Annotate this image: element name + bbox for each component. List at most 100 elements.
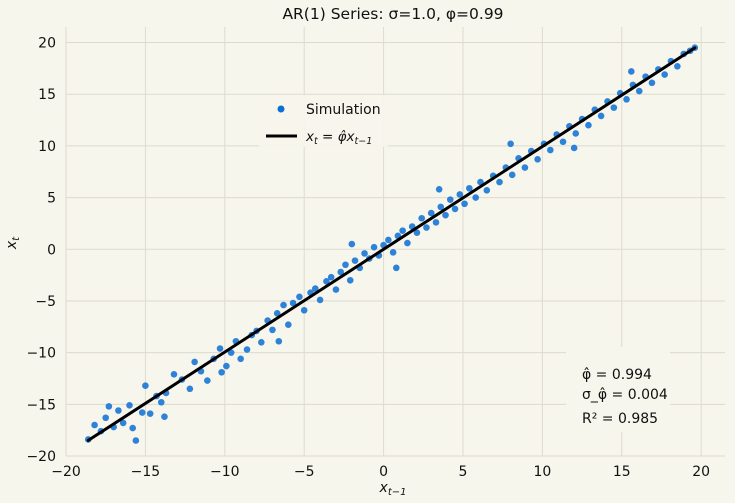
scatter-point xyxy=(496,178,503,186)
scatter-point xyxy=(237,355,244,363)
scatter-point xyxy=(585,121,592,129)
scatter-point xyxy=(399,227,406,234)
scatter-point xyxy=(466,184,473,192)
scatter-point xyxy=(157,398,165,406)
scatter-point xyxy=(204,377,211,384)
y-tick-label: 0 xyxy=(47,242,56,258)
scatter-point xyxy=(342,261,349,269)
scatter-point xyxy=(385,236,392,244)
y-tick-labels: −20 −15 −10 −5 0 5 10 15 20 xyxy=(26,36,56,465)
scatter-point xyxy=(413,229,421,237)
y-tick-label: 10 xyxy=(38,139,56,155)
y-tick-label: 20 xyxy=(38,36,56,52)
y-tick-label: −5 xyxy=(35,294,56,310)
scatter-point xyxy=(597,112,605,120)
scatter-point xyxy=(269,326,276,334)
x-tick-label: 15 xyxy=(613,464,631,480)
scatter-point xyxy=(227,349,235,356)
scatter-point xyxy=(446,196,454,203)
scatter-point xyxy=(404,239,411,247)
scatter-point xyxy=(258,338,265,346)
legend-marker-simulation xyxy=(277,105,285,113)
scatter-point xyxy=(547,146,554,154)
scatter-point xyxy=(477,178,484,186)
x-tick-label: −15 xyxy=(131,464,161,480)
scatter-point xyxy=(483,187,491,194)
sigma-phi-label: σ_φ̂ = 0.004 xyxy=(582,387,668,403)
scatter-point xyxy=(337,268,345,276)
x-tick-label: −20 xyxy=(51,464,81,480)
scatter-point xyxy=(218,368,225,376)
scatter-point xyxy=(361,250,368,257)
x-tick-label: −10 xyxy=(210,464,240,480)
scatter-point xyxy=(275,337,283,345)
x-tick-label: 5 xyxy=(459,464,468,480)
scatter-point xyxy=(146,410,154,417)
scatter-point xyxy=(223,362,230,370)
scatter-point xyxy=(138,409,146,416)
scatter-point xyxy=(243,346,251,353)
scatter-point xyxy=(456,191,464,198)
scatter-point xyxy=(332,286,340,293)
scatter-point xyxy=(296,293,303,301)
scatter-point xyxy=(635,87,643,95)
scatter-point xyxy=(102,414,109,422)
scatter-point xyxy=(570,144,578,152)
scatter-point xyxy=(628,68,635,75)
scatter-point xyxy=(186,385,194,393)
scatter-point xyxy=(507,140,514,148)
scatter-point xyxy=(472,194,479,201)
scatter-point xyxy=(316,296,324,304)
x-tick-labels: −20 −15 −10 −5 0 5 10 15 20 xyxy=(51,464,710,480)
scatter-point xyxy=(115,407,122,414)
scatter-point xyxy=(610,104,618,111)
scatter-point xyxy=(289,299,297,307)
scatter-point xyxy=(346,276,354,284)
scatter-point xyxy=(451,205,459,213)
scatter-point xyxy=(392,264,400,272)
scatter-point xyxy=(432,219,440,226)
scatter-point xyxy=(572,130,580,137)
y-tick-label: −20 xyxy=(26,449,56,465)
scatter-point xyxy=(437,203,445,211)
legend-label-simulation: Simulation xyxy=(306,102,381,118)
y-tick-label: −10 xyxy=(26,346,56,362)
scatter-point xyxy=(91,421,98,429)
stats-annotation: φ̂ = 0.994 σ_φ̂ = 0.004 R² = 0.985 xyxy=(566,347,670,432)
scatter-point xyxy=(521,164,529,171)
scatter-point xyxy=(461,200,468,208)
y-tick-label: −15 xyxy=(26,397,56,413)
scatter-point xyxy=(327,273,335,281)
scatter-point xyxy=(534,156,541,163)
phi-hat-label: φ̂ = 0.994 xyxy=(582,367,652,383)
x-tick-label: −5 xyxy=(294,464,315,480)
x-tick-label: 20 xyxy=(692,464,710,480)
scatter-point xyxy=(674,62,681,70)
scatter-point xyxy=(348,240,356,248)
y-tick-label: 5 xyxy=(47,191,56,207)
scatter-point xyxy=(389,249,397,256)
scatter-point xyxy=(161,413,168,421)
scatter-point xyxy=(273,310,281,317)
scatter-point xyxy=(280,301,287,309)
scatter-point xyxy=(300,306,308,314)
scatter-point xyxy=(423,224,430,231)
scatter-point xyxy=(105,403,113,410)
scatter-point xyxy=(442,211,449,219)
scatter-points xyxy=(84,44,699,444)
scatter-point xyxy=(129,424,136,432)
scatter-point xyxy=(435,185,443,193)
scatter-point xyxy=(285,321,292,329)
x-tick-label: 10 xyxy=(533,464,551,480)
scatter-point xyxy=(661,71,668,78)
scatter-point xyxy=(216,345,224,352)
r2-label: R² = 0.985 xyxy=(582,411,658,427)
scatter-point xyxy=(370,243,378,251)
x-tick-label: 0 xyxy=(379,464,388,480)
scatter-point xyxy=(142,382,149,390)
scatter-point xyxy=(427,209,435,217)
scatter-point xyxy=(648,79,656,87)
scatter-point xyxy=(312,285,319,292)
scatter-point xyxy=(623,96,630,103)
